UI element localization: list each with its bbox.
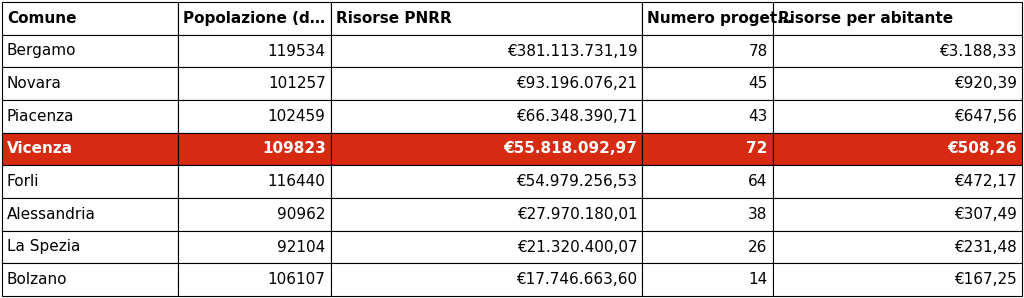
Text: €21.320.400,07: €21.320.400,07 bbox=[517, 240, 637, 254]
Bar bbox=[2, 198, 178, 231]
Text: 92104: 92104 bbox=[278, 240, 326, 254]
Text: 72: 72 bbox=[746, 142, 768, 156]
Bar bbox=[642, 2, 773, 35]
Bar bbox=[773, 263, 1022, 296]
Bar bbox=[642, 231, 773, 263]
Text: Vicenza: Vicenza bbox=[7, 142, 73, 156]
Bar bbox=[331, 263, 642, 296]
Text: €93.196.076,21: €93.196.076,21 bbox=[516, 76, 637, 91]
Bar bbox=[331, 35, 642, 67]
Text: 119534: 119534 bbox=[267, 44, 326, 58]
Bar bbox=[178, 165, 331, 198]
Text: €54.979.256,53: €54.979.256,53 bbox=[516, 174, 637, 189]
Bar bbox=[642, 263, 773, 296]
Text: €55.818.092,97: €55.818.092,97 bbox=[504, 142, 637, 156]
Bar bbox=[2, 67, 178, 100]
Text: Numero proget…: Numero proget… bbox=[647, 11, 793, 26]
Bar bbox=[642, 165, 773, 198]
Text: Piacenza: Piacenza bbox=[7, 109, 75, 124]
Text: 45: 45 bbox=[749, 76, 768, 91]
Text: 64: 64 bbox=[749, 174, 768, 189]
Bar bbox=[642, 100, 773, 133]
Text: 90962: 90962 bbox=[278, 207, 326, 222]
Bar bbox=[178, 2, 331, 35]
Text: Risorse per abitante: Risorse per abitante bbox=[777, 11, 952, 26]
Text: Popolazione (d…: Popolazione (d… bbox=[182, 11, 325, 26]
Bar bbox=[2, 35, 178, 67]
Text: €231,48: €231,48 bbox=[954, 240, 1017, 254]
Bar bbox=[2, 2, 178, 35]
Text: 109823: 109823 bbox=[262, 142, 326, 156]
Text: 78: 78 bbox=[749, 44, 768, 58]
Text: Risorse PNRR: Risorse PNRR bbox=[336, 11, 452, 26]
Bar bbox=[331, 100, 642, 133]
Text: €27.970.180,01: €27.970.180,01 bbox=[517, 207, 637, 222]
Text: Bolzano: Bolzano bbox=[7, 272, 68, 287]
Bar bbox=[773, 231, 1022, 263]
Text: Comune: Comune bbox=[7, 11, 77, 26]
Bar bbox=[178, 67, 331, 100]
Bar bbox=[331, 67, 642, 100]
Bar bbox=[331, 231, 642, 263]
Bar bbox=[2, 231, 178, 263]
Bar bbox=[2, 263, 178, 296]
Bar bbox=[2, 133, 178, 165]
Bar bbox=[773, 165, 1022, 198]
Text: €66.348.390,71: €66.348.390,71 bbox=[516, 109, 637, 124]
Bar bbox=[773, 35, 1022, 67]
Text: €167,25: €167,25 bbox=[954, 272, 1017, 287]
Bar bbox=[642, 198, 773, 231]
Text: Novara: Novara bbox=[7, 76, 61, 91]
Bar bbox=[178, 198, 331, 231]
Text: €3.188,33: €3.188,33 bbox=[939, 44, 1017, 58]
Text: 101257: 101257 bbox=[268, 76, 326, 91]
Bar bbox=[642, 67, 773, 100]
Bar bbox=[178, 35, 331, 67]
Text: 116440: 116440 bbox=[268, 174, 326, 189]
Text: Bergamo: Bergamo bbox=[7, 44, 77, 58]
Bar bbox=[178, 100, 331, 133]
Bar bbox=[642, 35, 773, 67]
Text: €381.113.731,19: €381.113.731,19 bbox=[507, 44, 637, 58]
Text: €647,56: €647,56 bbox=[954, 109, 1017, 124]
Bar bbox=[773, 133, 1022, 165]
Text: €17.746.663,60: €17.746.663,60 bbox=[516, 272, 637, 287]
Bar bbox=[2, 165, 178, 198]
Text: Forli: Forli bbox=[7, 174, 40, 189]
Bar bbox=[178, 133, 331, 165]
Text: Alessandria: Alessandria bbox=[7, 207, 96, 222]
Bar bbox=[331, 165, 642, 198]
Text: €307,49: €307,49 bbox=[954, 207, 1017, 222]
Text: €920,39: €920,39 bbox=[954, 76, 1017, 91]
Bar bbox=[773, 100, 1022, 133]
Text: 14: 14 bbox=[749, 272, 768, 287]
Bar bbox=[331, 2, 642, 35]
Bar bbox=[2, 100, 178, 133]
Bar bbox=[331, 198, 642, 231]
Text: 43: 43 bbox=[749, 109, 768, 124]
Text: €472,17: €472,17 bbox=[954, 174, 1017, 189]
Text: 38: 38 bbox=[749, 207, 768, 222]
Bar bbox=[642, 133, 773, 165]
Text: La Spezia: La Spezia bbox=[7, 240, 80, 254]
Bar bbox=[773, 2, 1022, 35]
Bar bbox=[773, 67, 1022, 100]
Bar bbox=[773, 198, 1022, 231]
Bar bbox=[178, 263, 331, 296]
Text: €508,26: €508,26 bbox=[947, 142, 1017, 156]
Bar bbox=[178, 231, 331, 263]
Bar bbox=[331, 133, 642, 165]
Text: 106107: 106107 bbox=[268, 272, 326, 287]
Text: 102459: 102459 bbox=[268, 109, 326, 124]
Text: 26: 26 bbox=[749, 240, 768, 254]
